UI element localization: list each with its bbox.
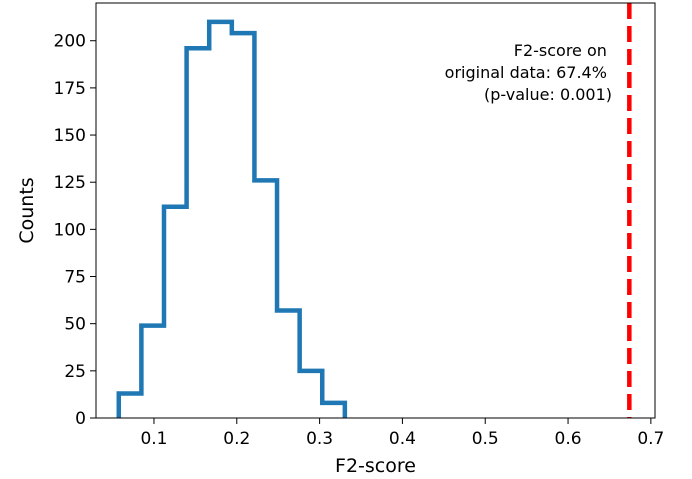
x-tick-label: 0.3 — [306, 429, 333, 449]
x-tick-label: 0.1 — [140, 429, 167, 449]
y-tick-label: 100 — [54, 220, 86, 240]
y-tick-label: 125 — [54, 173, 86, 193]
histogram-step — [116, 19, 348, 418]
y-tick-label: 25 — [64, 362, 86, 382]
axes-frame — [95, 2, 656, 419]
x-tick-label: 0.7 — [637, 429, 664, 449]
x-tick-label: 0.6 — [555, 429, 582, 449]
x-tick-label: 0.5 — [472, 429, 499, 449]
annotation-line-2: original data: 67.4% — [445, 63, 607, 82]
x-axis-label: F2-score — [335, 455, 416, 477]
y-tick-label: 50 — [64, 315, 86, 335]
y-tick-label: 175 — [54, 79, 86, 99]
annotation-line-1: F2-score on — [514, 41, 607, 60]
y-axis-ticks: 0 25 50 75 100 125 150 175 200 — [54, 32, 96, 429]
annotation-text: F2-score on original data: 67.4% (p-valu… — [445, 41, 612, 104]
y-tick-label: 0 — [75, 409, 86, 429]
plot-area — [116, 3, 632, 418]
x-axis-ticks: 0.1 0.2 0.3 0.4 0.5 0.6 0.7 — [140, 418, 664, 449]
y-tick-label: 150 — [54, 126, 86, 146]
annotation-line-3: (p-value: 0.001) — [484, 85, 612, 104]
y-tick-label: 75 — [64, 268, 86, 288]
x-tick-label: 0.2 — [223, 429, 250, 449]
y-axis-label: Counts — [16, 177, 38, 243]
y-tick-label: 200 — [54, 32, 86, 52]
x-tick-label: 0.4 — [389, 429, 416, 449]
